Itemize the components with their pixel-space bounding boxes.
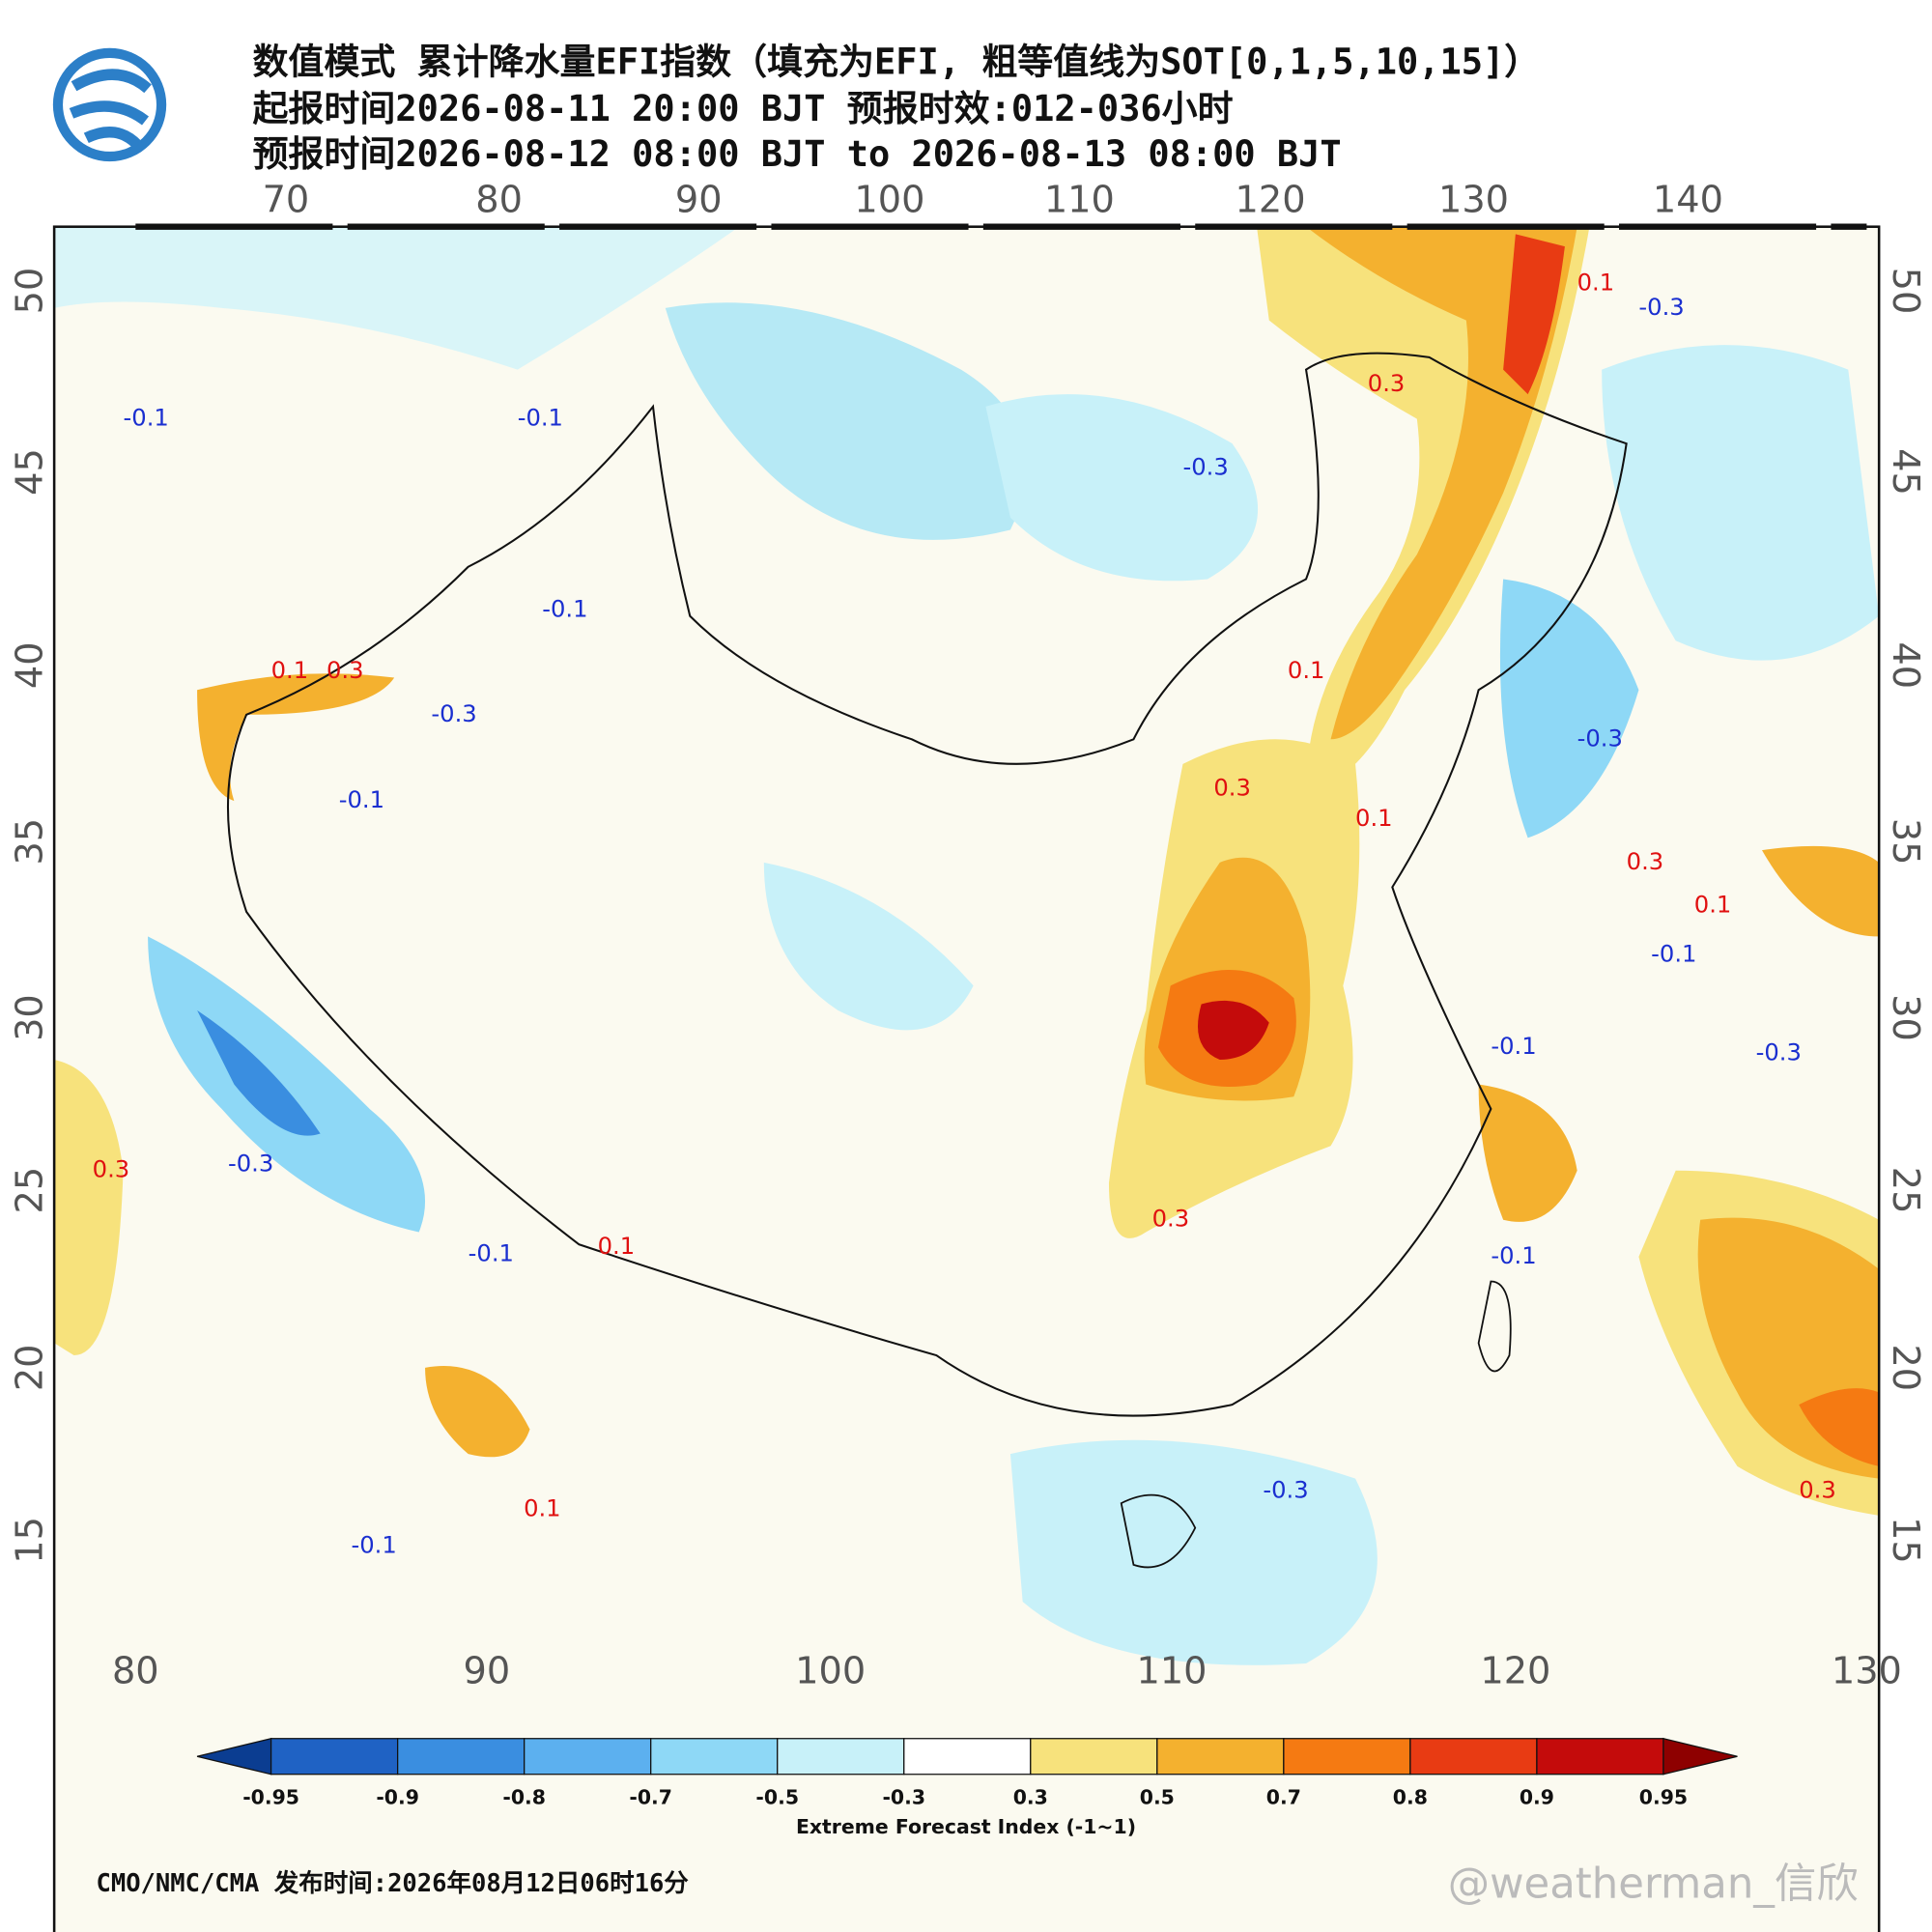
contour-label: -0.1	[124, 405, 169, 432]
contour-label: -0.3	[1182, 454, 1228, 481]
colorbar-tick-label: -0.9	[376, 1785, 419, 1808]
left-lat-label: 30	[9, 994, 52, 1041]
contour-label: 0.1	[1694, 892, 1732, 919]
colorbar-tick-label: 0.3	[1013, 1785, 1048, 1808]
colorbar-box	[1409, 1738, 1538, 1776]
contour-label: 0.1	[1355, 805, 1393, 832]
colorbar-box	[777, 1738, 905, 1776]
contour-label: 0.3	[1368, 370, 1406, 397]
contour-label: -0.1	[542, 595, 587, 622]
contour-label: 0.3	[327, 657, 364, 684]
contour-label: -0.3	[431, 700, 476, 727]
contour-label: 0.1	[1288, 657, 1325, 684]
contour-label: -0.1	[469, 1239, 514, 1266]
bottom-lon-label: 90	[463, 1650, 510, 1693]
right-lat-label: 45	[1884, 448, 1927, 496]
left-lat-label: 35	[9, 818, 52, 866]
bottom-lon-label: 130	[1832, 1650, 1902, 1693]
bottom-lon-label: 110	[1137, 1650, 1208, 1693]
top-lon-label: 100	[854, 179, 924, 222]
colorbar-tick-label: 0.7	[1266, 1785, 1301, 1808]
right-lat-label: 50	[1884, 268, 1927, 315]
top-lon-label: 90	[675, 179, 723, 222]
title-line: 数值模式 累计降水量EFI指数（填充为EFI, 粗等值线为SOT[0,1,5,1…	[252, 42, 1540, 83]
bottom-lon-label: 80	[112, 1650, 159, 1693]
colorbar-tick-label: 0.9	[1520, 1785, 1554, 1808]
logo	[52, 47, 167, 162]
right-lat-label: 15	[1884, 1517, 1927, 1564]
contour-label: 0.1	[524, 1495, 561, 1522]
left-lat-label: 20	[9, 1344, 52, 1391]
contour-label: 0.1	[598, 1233, 636, 1260]
contour-label: 0.1	[1577, 269, 1615, 296]
colorbar-tick-label: 0.8	[1393, 1785, 1428, 1808]
colorbar-tick-label: -0.3	[882, 1785, 925, 1808]
contour-label: 0.3	[1152, 1206, 1190, 1233]
left-lat-label: 50	[9, 268, 52, 315]
colorbar-tick-label: 0.95	[1639, 1785, 1688, 1808]
colorbar-tick-label: -0.5	[755, 1785, 799, 1808]
bottom-lon-label: 120	[1480, 1650, 1550, 1693]
right-lat-label: 25	[1884, 1167, 1927, 1214]
colorbar-tick-label: -0.7	[629, 1785, 672, 1808]
colorbar-box	[397, 1738, 526, 1776]
top-lon-label: 130	[1438, 179, 1509, 222]
valid-time-line: 预报时间2026-08-12 08:00 BJT to 2026-08-13 0…	[252, 133, 1341, 175]
colorbar-box	[270, 1738, 399, 1776]
contour-label: -0.1	[518, 405, 563, 432]
contour-label: -0.1	[1491, 1033, 1536, 1060]
colorbar-tick-label: -0.8	[502, 1785, 546, 1808]
colorbar-box	[1156, 1738, 1285, 1776]
colorbar-tick-label: -0.95	[242, 1785, 299, 1808]
left-lat-label: 15	[9, 1517, 52, 1564]
colorbar-box	[1283, 1738, 1411, 1776]
left-lat-label: 45	[9, 448, 52, 496]
watermark: @weatherman_信欣	[1448, 1860, 1859, 1908]
contour-label: -0.3	[1577, 724, 1623, 752]
top-lon-label: 120	[1236, 179, 1306, 222]
map-area	[52, 223, 1881, 1932]
contour-label: -0.1	[339, 786, 384, 813]
colorbar-end-high	[1662, 1737, 1738, 1776]
contour-label: -0.3	[1638, 294, 1684, 321]
colorbar-tick-label: 0.5	[1140, 1785, 1175, 1808]
contour-label: 0.1	[271, 657, 309, 684]
generated: 70 80 90 100 110 120 130 140 80 90 100 110 120 130 50 4…	[9, 179, 1928, 1809]
contour-label: -0.3	[228, 1150, 273, 1177]
colorbar-box	[650, 1738, 779, 1776]
colorbar-box	[524, 1738, 652, 1776]
contour-label: -0.3	[1263, 1476, 1308, 1503]
right-lat-label: 35	[1884, 818, 1927, 866]
left-lat-label: 40	[9, 641, 52, 689]
contour-label: -0.3	[1756, 1039, 1802, 1066]
contour-label: -0.1	[1651, 941, 1696, 968]
colorbar-box	[903, 1738, 1032, 1776]
contour-label: -0.1	[1491, 1242, 1536, 1269]
bottom-lon-label: 100	[795, 1650, 866, 1693]
colorbar-title: Extreme Forecast Index (-1~1)	[796, 1815, 1136, 1838]
left-lat-label: 25	[9, 1167, 52, 1214]
init-time-line: 起报时间2026-08-11 20:00 BJT 预报时效:012-036小时	[252, 88, 1233, 129]
contour-label: 0.3	[93, 1156, 130, 1183]
contour-label: 0.3	[1213, 774, 1251, 801]
colorbar-box	[1536, 1738, 1664, 1776]
top-lon-label: 70	[263, 179, 310, 222]
top-lon-label: 140	[1653, 179, 1723, 222]
right-lat-label: 30	[1884, 994, 1927, 1041]
top-lon-label: 110	[1044, 179, 1115, 222]
contour-label: 0.3	[1799, 1476, 1836, 1503]
footer-source: CMO/NMC/CMA 发布时间:2026年08月12日06时16分	[96, 1869, 689, 1898]
right-lat-label: 40	[1884, 641, 1927, 689]
contour-label: -0.1	[352, 1532, 397, 1559]
top-lon-label: 80	[475, 179, 523, 222]
contour-label: 0.3	[1627, 848, 1664, 875]
colorbar-box	[1030, 1738, 1158, 1776]
right-lat-label: 20	[1884, 1344, 1927, 1391]
